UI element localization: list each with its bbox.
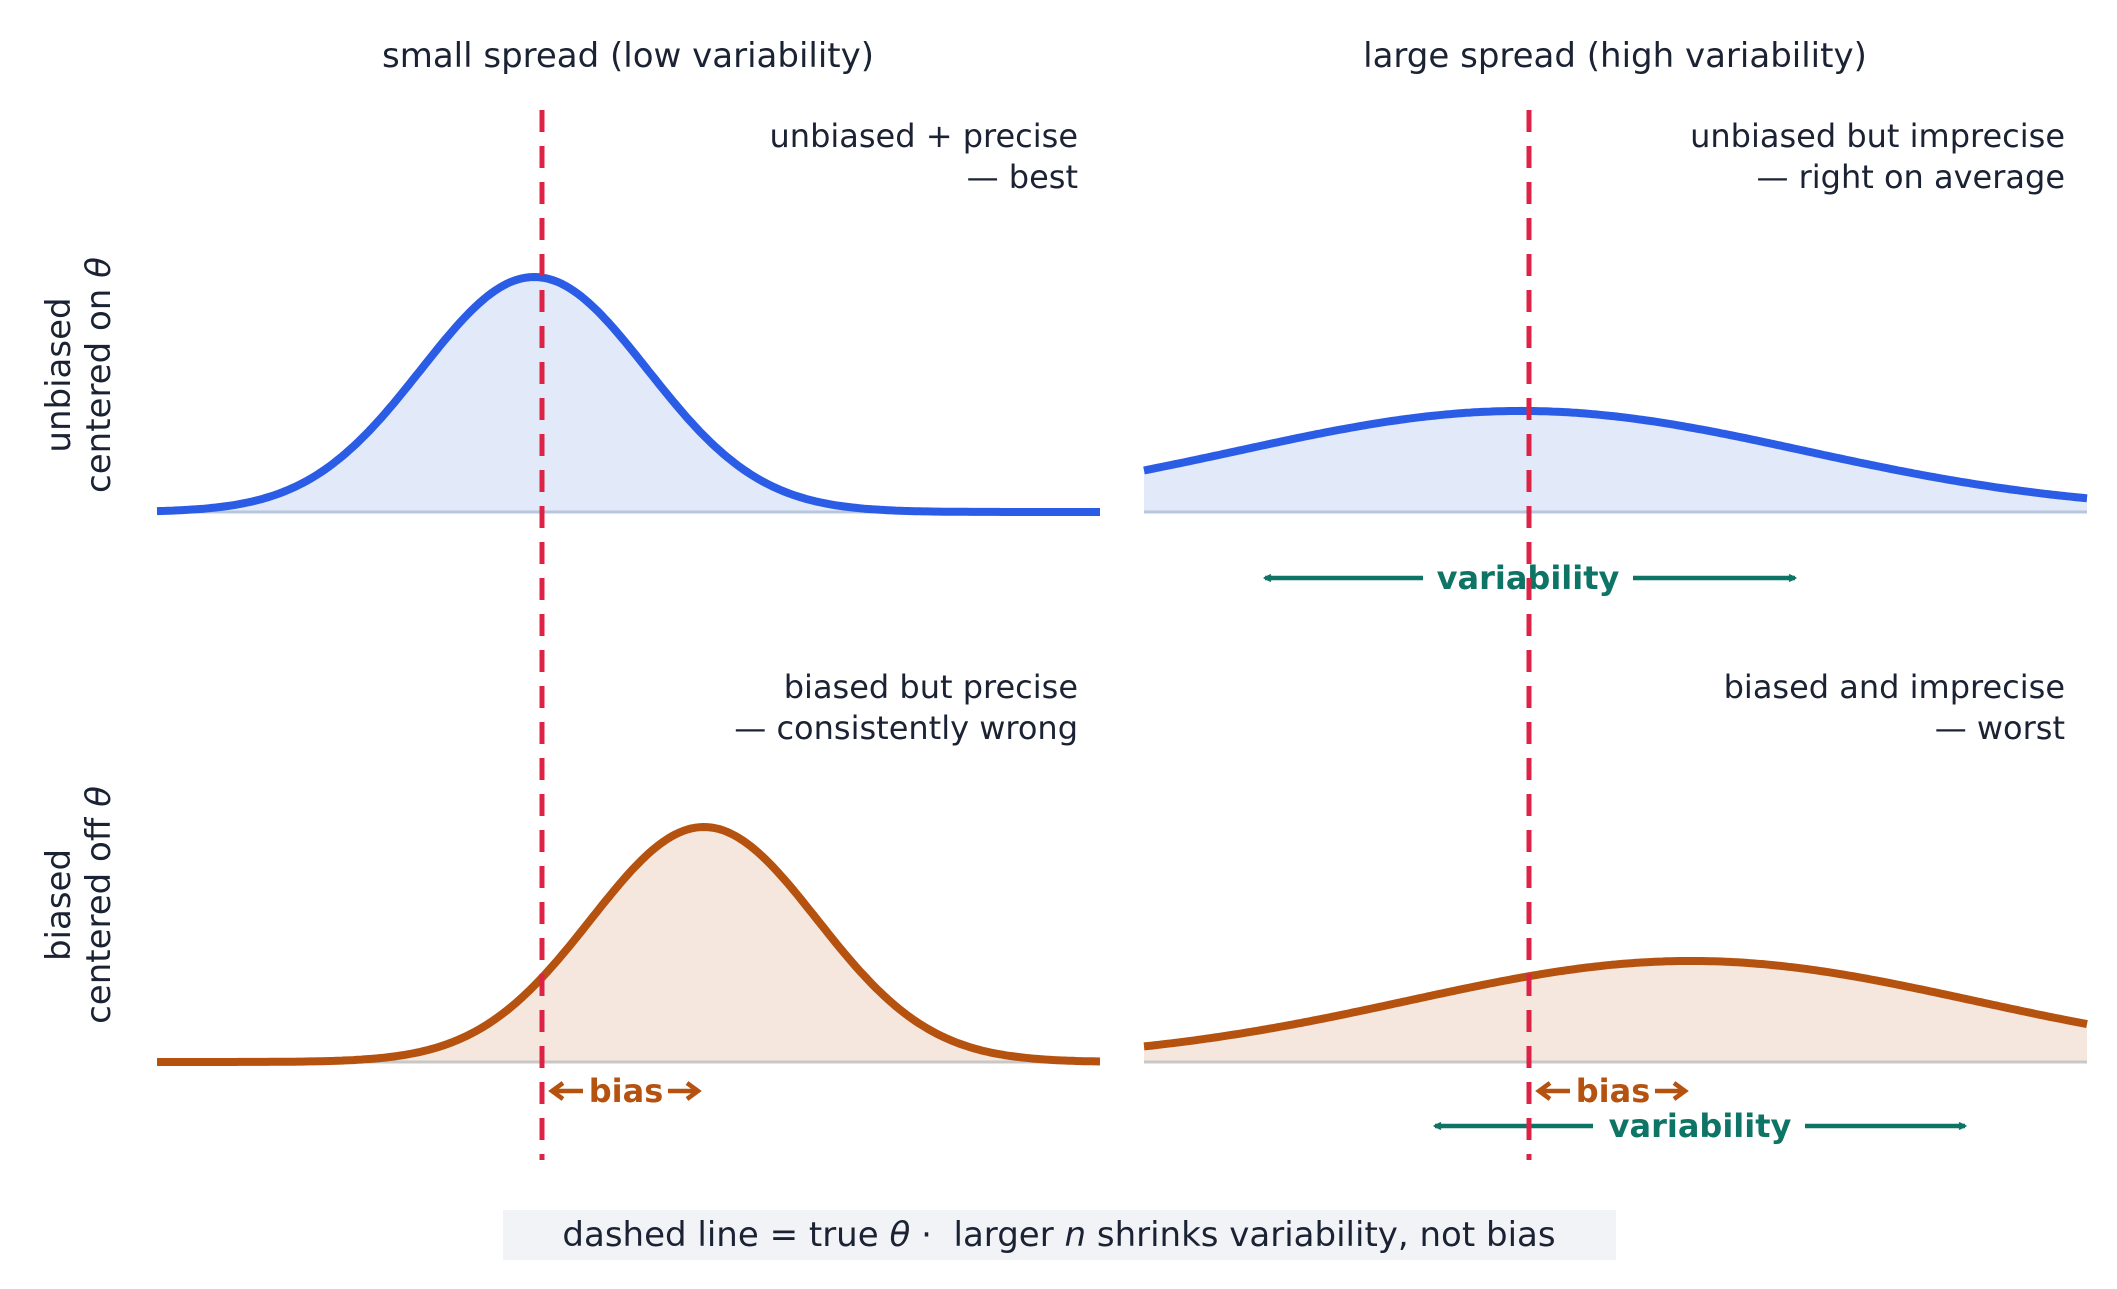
bias-arrowhead-right xyxy=(685,1081,702,1101)
panel-biased-imprecise: biased and imprecise — worst bias variab… xyxy=(1143,668,2088,1145)
panel-unbiased-precise: unbiased + precise — best xyxy=(156,117,1101,516)
density-fill xyxy=(1144,410,2087,512)
density-curve xyxy=(156,273,1101,516)
column-title-large-spread: large spread (high variability) xyxy=(1363,36,1867,76)
column-title-small-spread: small spread (low variability) xyxy=(382,36,874,76)
panel-note-line2: — best xyxy=(967,158,1078,196)
density-curve xyxy=(156,823,1101,1066)
row-label-biased-line2: centered off θ xyxy=(79,786,119,1024)
density-fill xyxy=(157,277,1100,512)
bias-annotation: bias xyxy=(1535,1072,1689,1110)
variability-label: variability xyxy=(1609,1107,1792,1145)
panel-note-line2: — worst xyxy=(1935,709,2065,747)
density-curve xyxy=(1143,406,2088,503)
density-curve xyxy=(1143,957,2088,1051)
row-label-biased-line1: biased xyxy=(39,849,79,961)
row-label-unbiased-line2: centered on θ xyxy=(79,257,119,493)
bias-label: bias xyxy=(1576,1072,1651,1110)
panel-note-line1: unbiased but imprecise xyxy=(1690,117,2065,155)
bias-annotation: bias xyxy=(548,1072,702,1110)
row-label-biased: biased centered off θ xyxy=(39,786,119,1024)
panel-note-line2: — right on average xyxy=(1756,158,2065,196)
bias-arrowhead-right xyxy=(1672,1081,1689,1101)
caption-background xyxy=(503,1210,1616,1260)
row-label-unbiased: unbiased centered on θ xyxy=(39,257,119,493)
variability-annotation: variability xyxy=(1435,1107,1965,1145)
panel-note-line1: unbiased + precise xyxy=(770,117,1079,155)
panel-note-line1: biased but precise xyxy=(784,668,1078,706)
caption: dashed line = true θ · larger n shrinks … xyxy=(562,1215,1555,1255)
bias-label: bias xyxy=(589,1072,664,1110)
panel-unbiased-imprecise: unbiased but imprecise — right on averag… xyxy=(1143,117,2088,597)
density-fill xyxy=(1144,961,2087,1062)
row-label-unbiased-line1: unbiased xyxy=(39,297,79,452)
panel-note-line1: biased and imprecise xyxy=(1724,668,2065,706)
panel-note-line2: — consistently wrong xyxy=(734,709,1078,747)
panel-biased-precise: biased but precise — consistently wrong … xyxy=(156,668,1101,1110)
density-fill xyxy=(157,827,1100,1062)
